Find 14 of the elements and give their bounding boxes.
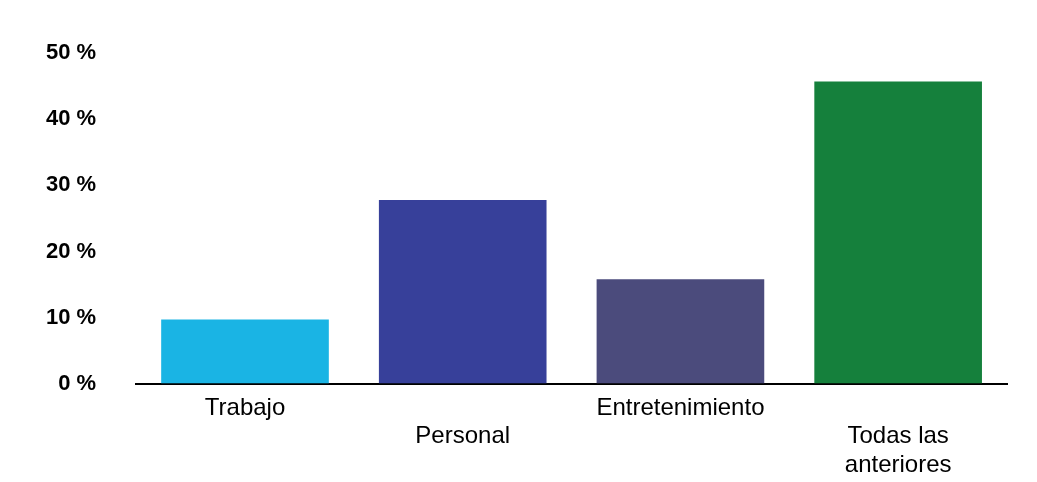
y-tick-label: 50 % — [45, 39, 97, 65]
x-tick-label: Entretenimiento — [596, 392, 765, 420]
y-tick-label: 40 % — [45, 105, 97, 131]
y-tick-label: 10 % — [45, 303, 97, 329]
x-tick-label: Trabajo — [204, 392, 286, 420]
y-tick-label: 30 % — [45, 171, 97, 197]
y-tick-label: 20 % — [45, 237, 97, 263]
bar — [596, 279, 765, 384]
x-tick-label: Personal — [415, 421, 511, 449]
bar — [378, 199, 547, 384]
bar — [814, 81, 982, 384]
bar — [161, 319, 329, 384]
x-tick-label: Todas las anteriores — [844, 421, 952, 478]
y-tick-label: 0 % — [58, 369, 97, 395]
